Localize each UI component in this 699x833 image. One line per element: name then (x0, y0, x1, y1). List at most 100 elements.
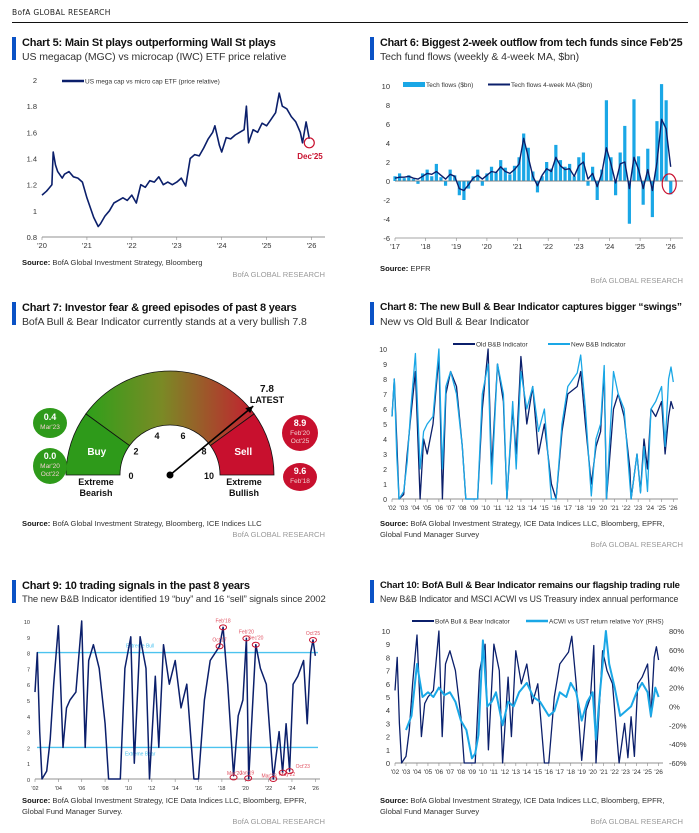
x-tick-label: '22 (610, 769, 619, 776)
x-tick-label: '14 (172, 786, 179, 792)
x-tick-label: '23 (574, 242, 584, 251)
flow-bar (646, 148, 650, 181)
x-tick-label: '20 (482, 242, 492, 251)
flow-bar (664, 100, 668, 181)
x-tick-label: '15 (534, 769, 543, 776)
flow-bar (549, 168, 553, 181)
x-tick-label: '25 (657, 505, 666, 512)
x-tick-label: '09 (470, 505, 479, 512)
watermark: BofA GLOBAL RESEARCH (232, 270, 325, 279)
y-tick-label: 5 (27, 699, 30, 705)
x-tick-label: '26 (654, 769, 663, 776)
y-tick-label: 4 (386, 139, 390, 148)
signal-circle (229, 774, 238, 781)
flow-bar (512, 165, 517, 181)
signal-circle (269, 776, 278, 782)
y-tick-label: 4 (27, 715, 30, 721)
episode-value: 0.4 (44, 412, 57, 422)
x-tick-label: '24 (605, 242, 615, 251)
x-tick-label: '02 (391, 769, 400, 776)
signal-label: May'22 (279, 772, 295, 778)
flow-bar (581, 152, 586, 181)
gauge-neutral-zone (85, 370, 255, 447)
x-tick-label: '03 (402, 769, 411, 776)
x-tick-label: '21 (82, 241, 92, 250)
watermark: BofA GLOBAL RESEARCH (590, 540, 683, 549)
title-accent-bar (12, 580, 16, 603)
x-tick-label: '12 (148, 786, 155, 792)
flow-bar (623, 125, 627, 181)
x-tick-label: '23 (634, 505, 643, 512)
y-tick-label: 1 (27, 762, 30, 768)
x-tick-label: '19 (451, 242, 461, 251)
buy-zone-label: Buy (87, 447, 106, 458)
flow-bar (416, 181, 420, 184)
signal-label: Oct'25 (306, 631, 321, 637)
y-tick-label: 4 (386, 706, 390, 715)
flow-bar (535, 181, 540, 193)
signal-circle (285, 768, 294, 775)
flow-bar (586, 181, 590, 186)
series-line-new-bb (391, 348, 674, 500)
source-text: BofA Global Investment Strategy, ICE Dat… (380, 796, 665, 816)
x-tick-label: '05 (423, 505, 432, 512)
source-text: BofA Global Investment Strategy, Bloombe… (52, 258, 203, 267)
x-tick-label: '10 (479, 769, 488, 776)
signal-label: Jan'19 (240, 770, 255, 776)
x-tick-label: '04 (411, 505, 420, 512)
y-tick-label: 7 (27, 667, 30, 673)
flow-bar (443, 181, 448, 186)
x-tick-label: '18 (218, 786, 225, 792)
y-tick-label: 1.2 (27, 181, 37, 190)
chart7-subtitle: BofA Bull & Bear Indicator currently sta… (22, 316, 307, 328)
annotation-circle (661, 173, 677, 195)
x-tick-label: '04 (413, 769, 422, 776)
source-text: EPFR (410, 264, 431, 273)
episode-value: 8.9 (294, 418, 307, 428)
chart6-source: Source: EPFR (380, 263, 680, 274)
y-tick-label: 0 (383, 497, 387, 504)
signal-label: Mar'23 (261, 774, 276, 780)
chart5-plot: 0.8 1 1.2 1.4 1.6 1.8 2 '20 '21 '22 '23 '24 '25 '26 US… (27, 76, 325, 250)
x-tick-label: '20 (588, 769, 597, 776)
legend-bb-indicator-label: BofA Bull & Bear Indicator (435, 619, 511, 626)
chart9-source: Source: BofA Global Investment Strategy,… (22, 795, 322, 817)
source-text: BofA Global Investment Strategy, ICE Dat… (22, 796, 307, 816)
reference-line-label: Extreme Bear (125, 751, 156, 757)
x-tick-label: '16 (552, 505, 561, 512)
y-tick-label: 2 (27, 746, 30, 752)
flow-bar (503, 167, 507, 181)
legend-tech-flows-swatch (403, 82, 425, 87)
episode-date: Oct'22 (41, 471, 60, 478)
chart10-title: Chart 10: BofA Bull & Bear Indicator rem… (380, 580, 680, 591)
header-divider (12, 22, 688, 23)
y-tick-label: 0 (27, 778, 30, 784)
flow-bar (494, 172, 498, 181)
flow-bar (425, 169, 429, 181)
flow-bar (522, 133, 526, 181)
episode-date: Mar'23 (40, 424, 60, 431)
flow-bar (554, 144, 558, 181)
flow-bar (411, 179, 415, 181)
latest-value: 7.8 (260, 384, 274, 395)
flow-bar (430, 176, 434, 181)
watermark: BofA GLOBAL RESEARCH (590, 817, 683, 826)
sell-zone-label: Sell (234, 447, 252, 458)
chart8-subtitle: New vs Old Bull & Bear Indicator (380, 316, 530, 328)
y-tick-label: 10 (382, 82, 390, 91)
x-tick-label: '26 (669, 505, 678, 512)
legend-4wk-ma-label: Tech flows 4-week MA ($bn) (511, 82, 592, 89)
chart6-plot: -6 -4 -2 0 2 4 6 8 10 '17 '18 '19 '20 '21 '22 '23 '24 '25… (382, 82, 683, 251)
source-text: BofA Global Investment Strategy, ICE Dat… (380, 519, 665, 539)
signal-label: Feb'20 (239, 629, 254, 635)
x-tick-label: '16 (545, 769, 554, 776)
flow-bar (613, 181, 618, 196)
gauge-needle (169, 405, 254, 476)
source-label: Source: (22, 796, 51, 805)
flow-bar (402, 178, 406, 181)
y-tick-label: 6 (27, 683, 30, 689)
gauge-tick-label: 0 (128, 471, 133, 481)
